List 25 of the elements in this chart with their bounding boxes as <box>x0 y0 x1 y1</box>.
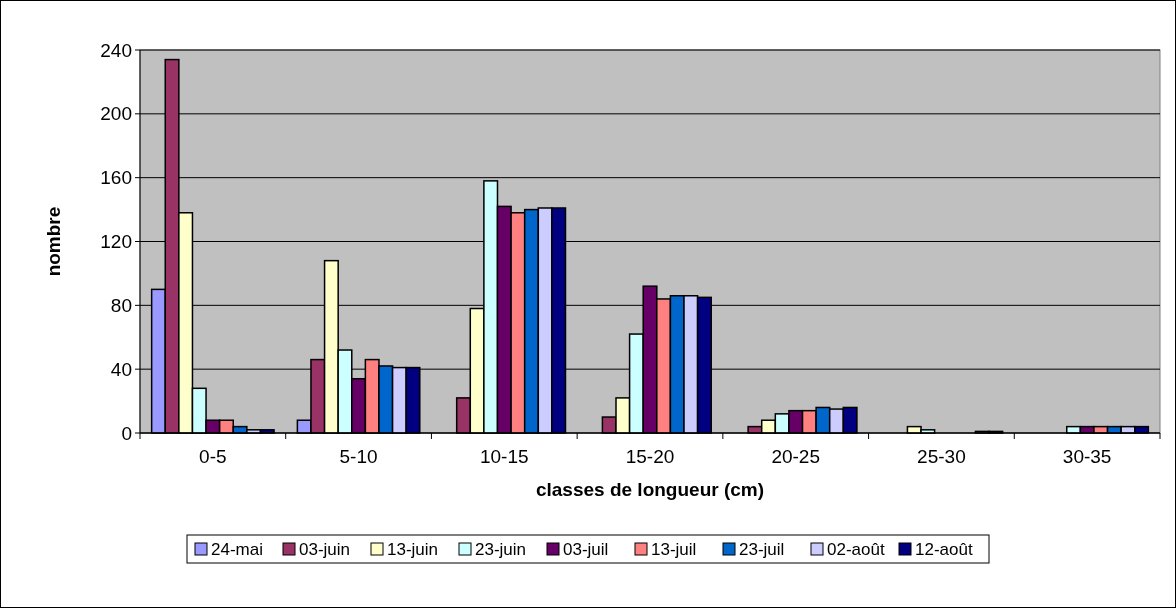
legend-label: 23-juil <box>739 539 785 559</box>
legend-label: 03-juin <box>299 539 351 559</box>
y-tick-label: 200 <box>100 103 132 125</box>
legend-label: 02-août <box>827 539 885 559</box>
x-tick-label: 20-25 <box>771 446 821 467</box>
x-tick-label: 30-35 <box>1062 446 1112 467</box>
y-tick-label: 120 <box>100 231 132 253</box>
x-tick-label: 10-15 <box>479 446 529 467</box>
legend-label: 24-mai <box>211 539 263 559</box>
x-tick-label: 0-5 <box>199 446 227 467</box>
y-tick-label: 0 <box>121 422 132 444</box>
x-tick-label: 5-10 <box>339 446 378 467</box>
y-axis-title: nombre <box>43 206 64 277</box>
legend-label: 12-août <box>915 539 973 559</box>
x-axis-title: classes de longueur (cm) <box>535 479 765 500</box>
y-tick-label: 240 <box>100 39 132 61</box>
legend-label: 03-juil <box>563 539 609 559</box>
y-tick-label: 160 <box>100 167 132 189</box>
legend-label: 13-juin <box>387 539 439 559</box>
x-tick-label: 15-20 <box>625 446 675 467</box>
y-tick-label: 80 <box>110 294 132 316</box>
x-tick-label: 25-30 <box>917 446 966 467</box>
legend-label: 23-juin <box>475 539 527 559</box>
y-tick-label: 40 <box>110 358 132 380</box>
legend-label: 13-juil <box>651 539 697 559</box>
